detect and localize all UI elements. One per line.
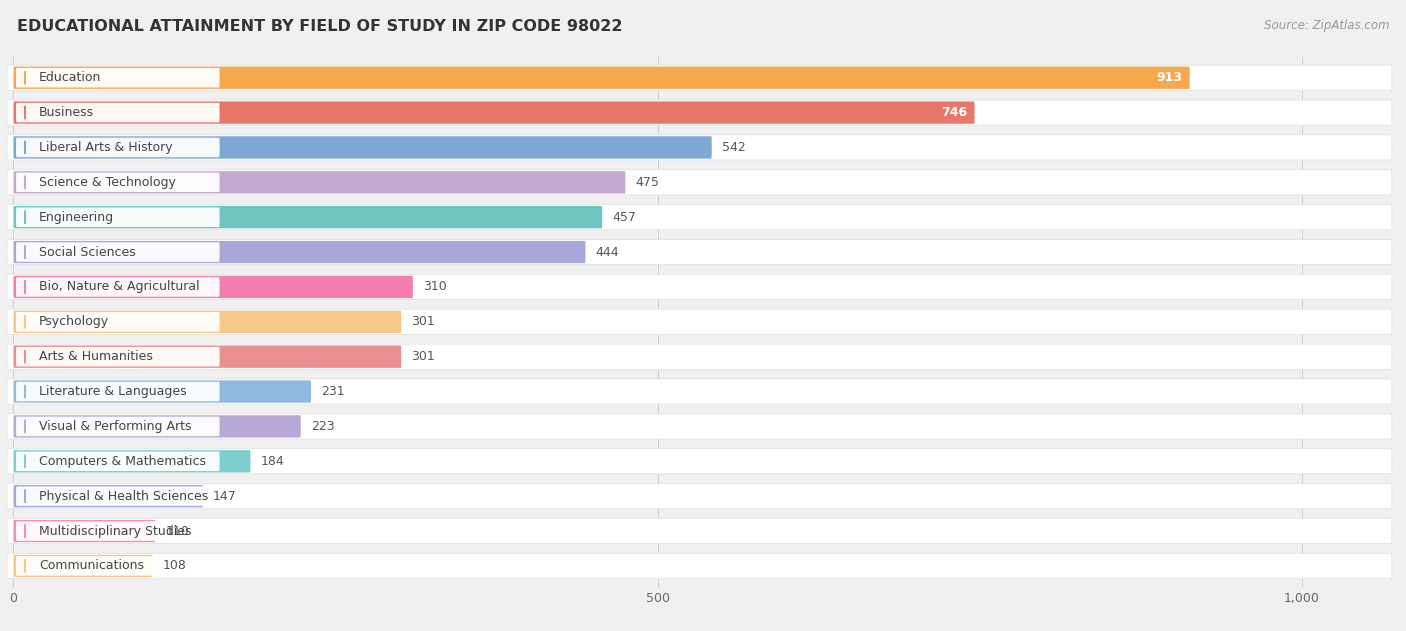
FancyBboxPatch shape	[14, 171, 626, 194]
FancyBboxPatch shape	[14, 66, 1189, 89]
Text: 301: 301	[412, 316, 436, 328]
Text: 108: 108	[163, 560, 187, 572]
FancyBboxPatch shape	[15, 277, 219, 297]
FancyBboxPatch shape	[7, 519, 1392, 543]
FancyBboxPatch shape	[15, 172, 219, 192]
FancyBboxPatch shape	[15, 208, 219, 227]
FancyBboxPatch shape	[7, 204, 1392, 230]
Text: Physical & Health Sciences: Physical & Health Sciences	[39, 490, 208, 503]
Text: Literature & Languages: Literature & Languages	[39, 385, 187, 398]
Text: 457: 457	[613, 211, 637, 224]
Text: Education: Education	[39, 71, 101, 84]
Text: 746: 746	[941, 106, 967, 119]
FancyBboxPatch shape	[7, 553, 1392, 579]
FancyBboxPatch shape	[14, 310, 401, 333]
Text: Computers & Mathematics: Computers & Mathematics	[39, 455, 207, 468]
FancyBboxPatch shape	[7, 100, 1392, 125]
FancyBboxPatch shape	[14, 520, 155, 542]
FancyBboxPatch shape	[14, 102, 974, 124]
FancyBboxPatch shape	[7, 344, 1392, 369]
FancyBboxPatch shape	[7, 483, 1392, 509]
FancyBboxPatch shape	[14, 276, 413, 298]
Text: Arts & Humanities: Arts & Humanities	[39, 350, 153, 363]
Text: Engineering: Engineering	[39, 211, 114, 224]
FancyBboxPatch shape	[7, 240, 1392, 264]
FancyBboxPatch shape	[7, 309, 1392, 334]
FancyBboxPatch shape	[7, 414, 1392, 439]
FancyBboxPatch shape	[15, 138, 219, 157]
FancyBboxPatch shape	[15, 521, 219, 541]
Text: 301: 301	[412, 350, 436, 363]
Text: Source: ZipAtlas.com: Source: ZipAtlas.com	[1264, 19, 1389, 32]
Text: Multidisciplinary Studies: Multidisciplinary Studies	[39, 524, 191, 538]
Text: 542: 542	[723, 141, 745, 154]
FancyBboxPatch shape	[14, 346, 401, 368]
FancyBboxPatch shape	[14, 415, 301, 437]
Text: 147: 147	[214, 490, 236, 503]
FancyBboxPatch shape	[15, 416, 219, 436]
FancyBboxPatch shape	[14, 485, 202, 507]
FancyBboxPatch shape	[7, 274, 1392, 300]
Text: EDUCATIONAL ATTAINMENT BY FIELD OF STUDY IN ZIP CODE 98022: EDUCATIONAL ATTAINMENT BY FIELD OF STUDY…	[17, 19, 623, 34]
Text: Liberal Arts & History: Liberal Arts & History	[39, 141, 173, 154]
FancyBboxPatch shape	[15, 242, 219, 262]
FancyBboxPatch shape	[14, 206, 602, 228]
Text: Bio, Nature & Agricultural: Bio, Nature & Agricultural	[39, 280, 200, 293]
FancyBboxPatch shape	[7, 65, 1392, 90]
Text: Science & Technology: Science & Technology	[39, 176, 176, 189]
Text: 231: 231	[322, 385, 344, 398]
Text: 444: 444	[596, 245, 620, 259]
FancyBboxPatch shape	[14, 241, 585, 263]
Text: Visual & Performing Arts: Visual & Performing Arts	[39, 420, 191, 433]
FancyBboxPatch shape	[15, 556, 219, 575]
FancyBboxPatch shape	[15, 347, 219, 367]
FancyBboxPatch shape	[15, 103, 219, 122]
FancyBboxPatch shape	[14, 380, 311, 403]
FancyBboxPatch shape	[14, 450, 250, 473]
FancyBboxPatch shape	[14, 555, 153, 577]
Text: Social Sciences: Social Sciences	[39, 245, 136, 259]
FancyBboxPatch shape	[15, 487, 219, 506]
Text: 310: 310	[423, 280, 447, 293]
FancyBboxPatch shape	[7, 379, 1392, 404]
FancyBboxPatch shape	[7, 170, 1392, 195]
Text: 223: 223	[311, 420, 335, 433]
Text: Business: Business	[39, 106, 94, 119]
FancyBboxPatch shape	[14, 136, 711, 158]
FancyBboxPatch shape	[15, 382, 219, 401]
FancyBboxPatch shape	[7, 135, 1392, 160]
Text: 110: 110	[166, 524, 190, 538]
FancyBboxPatch shape	[15, 452, 219, 471]
Text: 184: 184	[262, 455, 284, 468]
Text: Communications: Communications	[39, 560, 145, 572]
Text: 913: 913	[1156, 71, 1182, 84]
Text: 475: 475	[636, 176, 659, 189]
FancyBboxPatch shape	[7, 449, 1392, 474]
FancyBboxPatch shape	[15, 312, 219, 331]
Text: Psychology: Psychology	[39, 316, 110, 328]
FancyBboxPatch shape	[15, 68, 219, 88]
